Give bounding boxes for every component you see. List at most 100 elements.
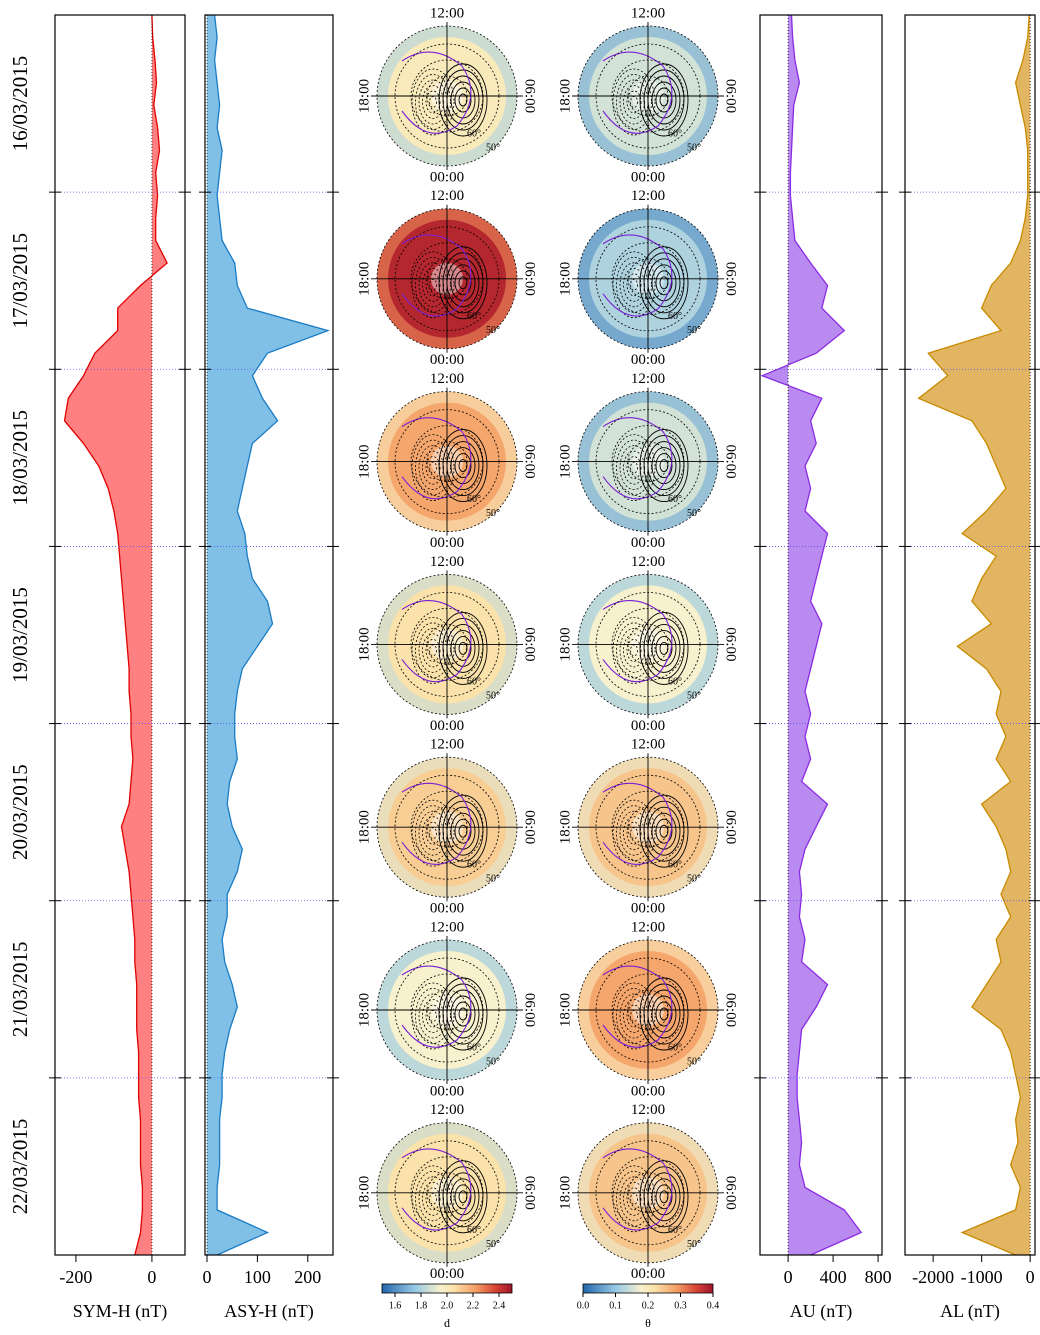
contour-neg — [422, 450, 444, 485]
date-label: 21/03/2015 — [8, 941, 32, 1037]
contour-neg — [630, 1192, 638, 1205]
contour-neg — [429, 96, 437, 108]
contour-neg — [425, 821, 441, 845]
contour-pos — [655, 635, 673, 661]
lat-label: 50° — [687, 1239, 701, 1250]
contour-neg — [612, 251, 656, 319]
x-tick-label: 200 — [294, 1267, 321, 1287]
clock-label: 00:00 — [430, 901, 464, 917]
colorbar-tick-label: 0.2 — [642, 1300, 655, 1311]
contour-neg — [630, 278, 638, 291]
clock-label: 12:00 — [631, 5, 665, 21]
contour-neg — [612, 799, 656, 867]
contour-neg — [415, 988, 451, 1044]
contour-neg — [623, 267, 645, 302]
contour-neg — [630, 1010, 638, 1022]
clock-label: 06:00 — [723, 810, 739, 844]
contour-neg — [415, 256, 451, 313]
contour-pos — [655, 270, 673, 296]
x-tick-label: -200 — [59, 1267, 92, 1287]
contour-neg — [612, 68, 656, 136]
clock-label: 06:00 — [522, 445, 538, 479]
colorbar-tick-label: 1.6 — [389, 1300, 402, 1311]
x-tick-label: -2000 — [912, 1267, 954, 1287]
contour-neg — [425, 273, 441, 297]
contour-neg — [623, 999, 645, 1033]
clock-label: 00:00 — [631, 1083, 665, 1099]
lat-label: 60° — [668, 677, 682, 688]
contour-neg — [415, 622, 451, 679]
clock-label: 06:00 — [723, 627, 739, 661]
clock-label: 12:00 — [430, 1102, 464, 1118]
area-line — [213, 14, 331, 1256]
area-fill — [64, 15, 168, 1255]
contour-neg — [422, 267, 444, 302]
contour-neg — [429, 827, 437, 840]
clock-label: 06:00 — [723, 1176, 739, 1210]
lat-label: 50° — [687, 508, 701, 519]
panel-frame — [904, 14, 1036, 1256]
x-axis-label: ASY-H (nT) — [224, 1301, 314, 1322]
lat-label: 50° — [687, 142, 701, 153]
lat-label: 50° — [687, 873, 701, 884]
clock-label: 18:00 — [557, 1176, 573, 1210]
contour-neg — [422, 816, 444, 851]
lat-label: 50° — [486, 1239, 500, 1250]
clock-label: 18:00 — [557, 627, 573, 661]
contour-neg — [425, 639, 441, 662]
lat-label: 60° — [467, 1042, 481, 1053]
clock-label: 18:00 — [356, 1176, 372, 1210]
contour-pos — [454, 1184, 472, 1210]
contour-neg — [411, 251, 455, 319]
contour-pos — [454, 1001, 472, 1027]
clock-label: 12:00 — [430, 919, 464, 935]
contour-neg — [411, 799, 455, 867]
area-line — [63, 14, 168, 1256]
x-axis-label: SYM-H (nT) — [73, 1301, 168, 1322]
contour-pos — [454, 818, 472, 844]
contour-neg — [626, 639, 642, 662]
clock-label: 12:00 — [631, 371, 665, 387]
clock-label: 06:00 — [522, 262, 538, 296]
contour-neg — [612, 1165, 656, 1233]
clock-label: 18:00 — [557, 262, 573, 296]
colorbar-tick-label: 0.3 — [674, 1300, 687, 1311]
clock-label: 18:00 — [356, 262, 372, 296]
clock-label: 12:00 — [430, 5, 464, 21]
contour-pos — [454, 453, 472, 479]
contour-neg — [626, 273, 642, 297]
contour-neg — [425, 1004, 441, 1028]
date-label: 16/03/2015 — [8, 56, 32, 152]
contour-neg — [425, 90, 441, 114]
contour-pos — [639, 63, 689, 137]
lat-label: 50° — [486, 508, 500, 519]
clock-label: 00:00 — [631, 169, 665, 185]
contour-pos — [655, 1001, 673, 1027]
x-axis-label: AU (nT) — [790, 1301, 852, 1322]
contour-pos — [438, 611, 488, 685]
x-tick-label: 0 — [147, 1267, 156, 1287]
colorbar — [381, 1283, 513, 1294]
contour-pos — [438, 429, 488, 503]
contour-neg — [626, 90, 642, 114]
lat-label: 60° — [467, 1225, 481, 1236]
area-line — [917, 14, 1030, 1256]
contour-pos — [639, 429, 689, 503]
clock-label: 18:00 — [356, 79, 372, 113]
contour-pos — [438, 794, 488, 868]
contour-pos — [639, 794, 689, 868]
clock-label: 12:00 — [430, 554, 464, 570]
lat-label: 50° — [486, 325, 500, 336]
area-fill — [207, 15, 328, 1255]
clock-label: 18:00 — [356, 627, 372, 661]
clock-label: 06:00 — [723, 79, 739, 113]
clock-label: 00:00 — [430, 718, 464, 734]
date-label: 22/03/2015 — [8, 1119, 32, 1215]
clock-label: 06:00 — [522, 810, 538, 844]
clock-label: 06:00 — [723, 262, 739, 296]
clock-label: 06:00 — [723, 993, 739, 1027]
contour-pos — [639, 611, 689, 685]
lat-label: 60° — [668, 494, 682, 505]
contour-neg — [616, 1170, 652, 1227]
contour-neg — [415, 805, 451, 862]
